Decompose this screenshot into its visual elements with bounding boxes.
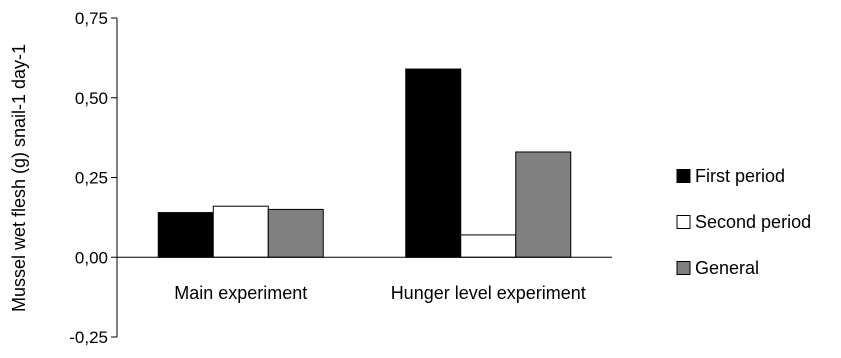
- y-ticks: 0,75 0,50 0,25 0,00 -0,25: [69, 9, 117, 347]
- category-label: Main experiment: [174, 283, 307, 303]
- y-tick-label: 0,75: [75, 9, 108, 28]
- bar-general-0: [267, 208, 324, 258]
- y-tick-label: 0,25: [75, 169, 108, 188]
- bar-first-period-1: [405, 68, 462, 258]
- legend-swatch: [676, 215, 691, 229]
- legend-swatch: [676, 169, 691, 183]
- category-label: Hunger level experiment: [391, 283, 586, 303]
- legend-label: General: [695, 258, 759, 278]
- bar-general-1: [515, 151, 572, 258]
- bar-second-period-1: [460, 234, 517, 258]
- legend-label: First period: [695, 166, 785, 186]
- y-tick-label: 0,00: [75, 248, 108, 267]
- bar-second-period-0: [212, 205, 269, 258]
- y-tick-label: -0,25: [69, 328, 108, 347]
- y-axis-title: Mussel wet flesh (g) snail-1 day-1: [9, 44, 29, 312]
- legend-label: Second period: [695, 212, 811, 232]
- legend-swatch: [676, 261, 691, 275]
- y-tick-label: 0,50: [75, 89, 108, 108]
- bars: [157, 68, 572, 258]
- bar-first-period-0: [157, 212, 214, 258]
- legend: First period Second period General: [676, 166, 811, 278]
- category-labels: Main experiment Hunger level experiment: [174, 283, 586, 303]
